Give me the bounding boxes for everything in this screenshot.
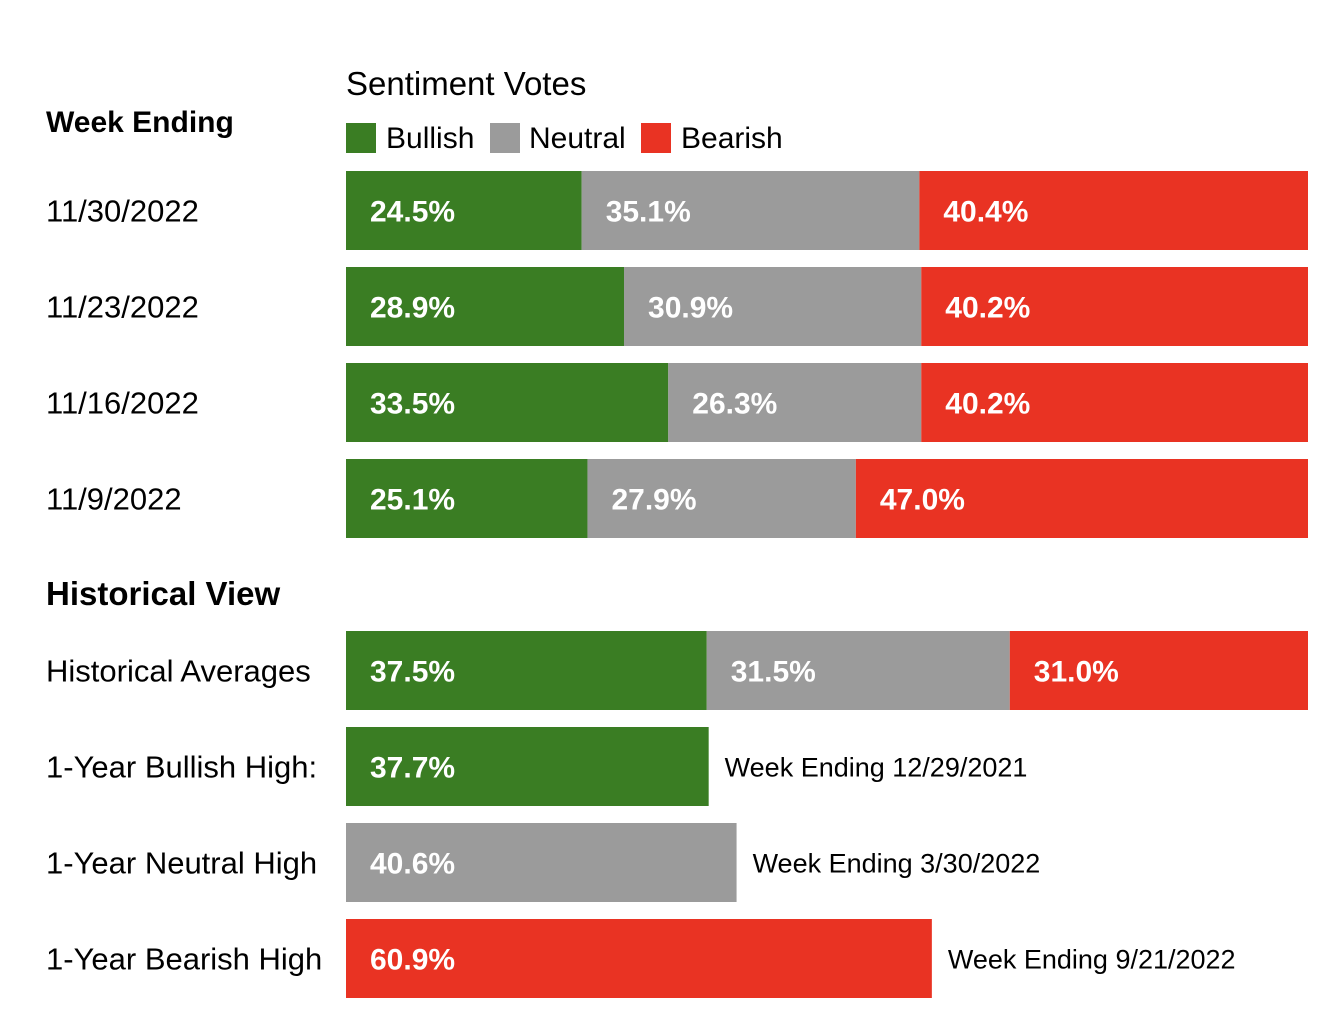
- week-11-16-2022-label: 11/16/2022: [46, 386, 199, 421]
- one-year-neutral-high-label: 1-Year Neutral High: [46, 846, 317, 881]
- week-11-16-2022-value-bearish: 40.2%: [945, 388, 1030, 421]
- week-11-9-2022-value-bullish: 25.1%: [370, 484, 455, 517]
- one-year-bullish-high-week-note: Week Ending 12/29/2021: [725, 753, 1028, 783]
- week-11-23-2022-label: 11/23/2022: [46, 290, 199, 325]
- historical-averages-value-neutral: 31.5%: [731, 656, 816, 689]
- week-11-23-2022-bar-neutral: [624, 267, 922, 346]
- week-11-30-2022-value-bearish: 40.4%: [943, 196, 1028, 229]
- legend-label-bearish: Bearish: [681, 122, 783, 155]
- week-ending-header: Week Ending: [46, 106, 234, 139]
- week-11-9-2022-bar-bullish: [346, 459, 588, 538]
- legend-swatch-bullish: [346, 123, 376, 153]
- legend-label-bullish: Bullish: [386, 122, 474, 155]
- one-year-bullish-high-label: 1-Year Bullish High:: [46, 750, 317, 785]
- one-year-neutral-high-row: 1-Year Neutral High 40.6% Week Ending 3/30…: [46, 823, 1040, 902]
- one-year-bearish-high-value: 60.9%: [370, 944, 455, 977]
- one-year-bearish-high-bar: [346, 919, 932, 998]
- week-11-30-2022-value-bullish: 24.5%: [370, 196, 455, 229]
- week-11-30-2022-value-neutral: 35.1%: [606, 196, 691, 229]
- legend: Bullish Neutral Bearish: [346, 122, 783, 155]
- week-11-9-2022-label: 11/9/2022: [46, 482, 182, 517]
- historical-averages-bar-neutral: [706, 631, 1010, 710]
- one-year-bullish-high-bar: [346, 727, 709, 806]
- legend-label-neutral: Neutral: [529, 122, 626, 155]
- week-11-9-2022-bar-neutral: [587, 459, 856, 538]
- historical-averages-row: Historical Averages 37.5% 31.5% 31.0%: [46, 631, 1308, 710]
- chart-title: Sentiment Votes: [346, 65, 586, 102]
- historical-averages-bar-bearish: [1009, 631, 1308, 710]
- week-11-16-2022-bar-neutral: [668, 363, 922, 442]
- week-11-23-2022-value-neutral: 30.9%: [648, 292, 733, 325]
- one-year-neutral-high-bar: [346, 823, 737, 902]
- one-year-bearish-high-week-note: Week Ending 9/21/2022: [948, 945, 1236, 975]
- week-11-23-2022-value-bullish: 28.9%: [370, 292, 455, 325]
- historical-averages-value-bullish: 37.5%: [370, 656, 455, 689]
- week-11-23-2022-bar-bullish: [346, 267, 625, 346]
- week-11-30-2022-bar-bearish: [919, 171, 1308, 250]
- week-11-9-2022-bar-bearish: [855, 459, 1308, 538]
- historical-averages-value-bearish: 31.0%: [1034, 656, 1119, 689]
- week-11-16-2022-value-bullish: 33.5%: [370, 388, 455, 421]
- week-row-11-23-2022: 11/23/2022 28.9% 30.9% 40.2%: [46, 267, 1308, 346]
- week-11-23-2022-value-bearish: 40.2%: [945, 292, 1030, 325]
- one-year-neutral-high-week-note: Week Ending 3/30/2022: [753, 849, 1041, 879]
- week-11-30-2022-label: 11/30/2022: [46, 194, 199, 229]
- one-year-bullish-high-row: 1-Year Bullish High: 37.7% Week Ending 12/…: [46, 727, 1027, 806]
- week-11-30-2022-bar-bullish: [346, 171, 582, 250]
- week-11-16-2022-value-neutral: 26.3%: [692, 388, 777, 421]
- weekly-rows: 11/30/2022 24.5% 35.1% 40.4% 11/23/2022 28.9%…: [46, 171, 1308, 538]
- historical-view-heading: Historical View: [46, 575, 280, 612]
- one-year-bearish-high-label: 1-Year Bearish High: [46, 942, 322, 977]
- week-row-11-30-2022: 11/30/2022 24.5% 35.1% 40.4%: [46, 171, 1308, 250]
- week-11-16-2022-bar-bearish: [921, 363, 1308, 442]
- one-year-neutral-high-value: 40.6%: [370, 848, 455, 881]
- week-11-23-2022-bar-bearish: [921, 267, 1308, 346]
- week-11-9-2022-value-neutral: 27.9%: [611, 484, 696, 517]
- week-11-16-2022-bar-bullish: [346, 363, 669, 442]
- historical-averages-bar-bullish: [346, 631, 707, 710]
- one-year-bearish-high-row: 1-Year Bearish High 60.9% Week Ending 9/21…: [46, 919, 1236, 998]
- week-11-9-2022-value-bearish: 47.0%: [880, 484, 965, 517]
- week-11-30-2022-bar-neutral: [581, 171, 920, 250]
- week-row-11-9-2022: 11/9/2022 25.1% 27.9% 47.0%: [46, 459, 1308, 538]
- legend-swatch-neutral: [490, 123, 520, 153]
- one-year-bullish-high-value: 37.7%: [370, 752, 455, 785]
- week-row-11-16-2022: 11/16/2022 33.5% 26.3% 40.2%: [46, 363, 1308, 442]
- historical-averages-label: Historical Averages: [46, 654, 311, 689]
- one-year-high-rows: 1-Year Bullish High: 37.7% Week Ending 12/…: [46, 727, 1236, 998]
- legend-swatch-bearish: [641, 123, 671, 153]
